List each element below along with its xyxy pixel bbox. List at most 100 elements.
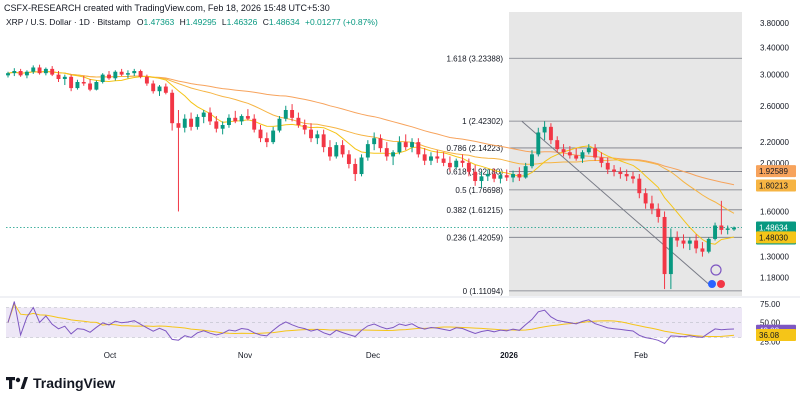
low-label: L	[221, 17, 227, 27]
candle-body	[119, 71, 124, 75]
candle-body	[441, 158, 446, 163]
candle-body	[31, 67, 36, 72]
brand-name: TradingView	[33, 375, 116, 391]
candle	[574, 148, 579, 161]
time-axis-tick: Nov	[238, 351, 252, 360]
price-axis-tick: 3.00000	[760, 71, 789, 80]
candle-body	[466, 162, 471, 172]
candle	[176, 109, 181, 212]
candle-body	[668, 237, 673, 275]
candle	[245, 109, 250, 121]
event-icon	[717, 280, 725, 288]
price-axis-tick: 2.00000	[760, 159, 789, 168]
rsi-axis-tick: 25.00	[760, 337, 781, 346]
candle-body	[410, 142, 414, 148]
candle	[504, 169, 509, 182]
candle-body	[479, 176, 484, 182]
candle	[511, 170, 516, 183]
candle-body	[517, 174, 522, 178]
candle	[687, 237, 692, 251]
candle-body	[6, 73, 10, 76]
candle-body	[605, 162, 610, 170]
candle-body	[586, 148, 591, 153]
candle	[100, 73, 105, 84]
candle-body	[81, 81, 86, 84]
candle	[321, 129, 326, 153]
candle	[517, 167, 522, 182]
candle	[631, 171, 635, 184]
candle-body	[271, 130, 276, 143]
candle-body	[429, 156, 433, 161]
candle	[220, 121, 225, 135]
candle-body	[113, 71, 118, 79]
candle-body	[643, 193, 648, 204]
candle	[599, 152, 604, 168]
open-value: 1.47363	[143, 17, 175, 27]
candle	[163, 83, 168, 95]
candle-body	[656, 208, 661, 217]
candle	[125, 70, 130, 79]
candle	[340, 140, 345, 158]
candle-body	[315, 134, 320, 139]
close-value: 1.48634	[268, 17, 300, 27]
candle	[460, 154, 465, 168]
candle-body	[422, 154, 427, 161]
candle-body	[548, 126, 553, 141]
candle-body	[687, 240, 692, 244]
candle-body	[492, 174, 497, 179]
candle	[725, 225, 730, 235]
candle-body	[353, 163, 358, 175]
candle	[662, 211, 667, 290]
candle-body	[530, 154, 534, 167]
candle-body	[631, 176, 635, 179]
rsi-axis-tick: 75.00	[760, 300, 781, 309]
candle-body	[662, 216, 667, 275]
candle-body	[132, 71, 137, 74]
symbol-name[interactable]: XRP / U.S. Dollar · 1D · Bitstamp	[6, 17, 131, 27]
chart-credit: CSFX-RESEARCH created with TradingView.c…	[4, 3, 330, 13]
candle-body	[454, 160, 459, 168]
candle	[656, 203, 661, 223]
candle	[706, 237, 711, 254]
candle	[94, 80, 99, 91]
candle	[485, 169, 490, 182]
candle	[75, 79, 80, 90]
candle	[81, 76, 86, 86]
ma-mid-badge-bg	[756, 179, 796, 192]
candle	[700, 242, 705, 257]
candle-body	[334, 145, 339, 157]
candle-body	[170, 92, 175, 124]
candle-body	[245, 116, 250, 119]
candle	[492, 168, 497, 183]
candle	[283, 105, 288, 122]
time-axis-tick: Feb	[634, 351, 648, 360]
candle-body	[144, 76, 149, 84]
candle	[530, 150, 534, 169]
event-icon	[708, 280, 716, 288]
ma-fast-badge-text: 1.48030	[759, 233, 788, 242]
candle	[62, 74, 67, 86]
candle-body	[346, 154, 351, 164]
time-axis-tick: Dec	[366, 351, 380, 360]
candle-body	[43, 68, 48, 74]
candle-body	[713, 225, 718, 239]
open-label: O	[136, 17, 144, 27]
candle-body	[220, 125, 225, 129]
candle-body	[706, 238, 711, 252]
candle	[346, 150, 351, 169]
low-value: 1.46326	[226, 17, 258, 27]
candle	[239, 114, 244, 126]
fib-shade-area	[509, 12, 742, 296]
candle-body	[239, 116, 244, 122]
candle	[69, 74, 74, 92]
candle-body	[18, 71, 23, 76]
candle	[643, 188, 648, 209]
candle	[290, 104, 295, 122]
candle-body	[372, 138, 377, 145]
candle	[561, 144, 566, 157]
candle	[548, 123, 553, 145]
rsi-ma-line	[7, 302, 735, 337]
candle	[542, 121, 547, 141]
tradingview-logo[interactable]: TradingView	[6, 375, 115, 391]
